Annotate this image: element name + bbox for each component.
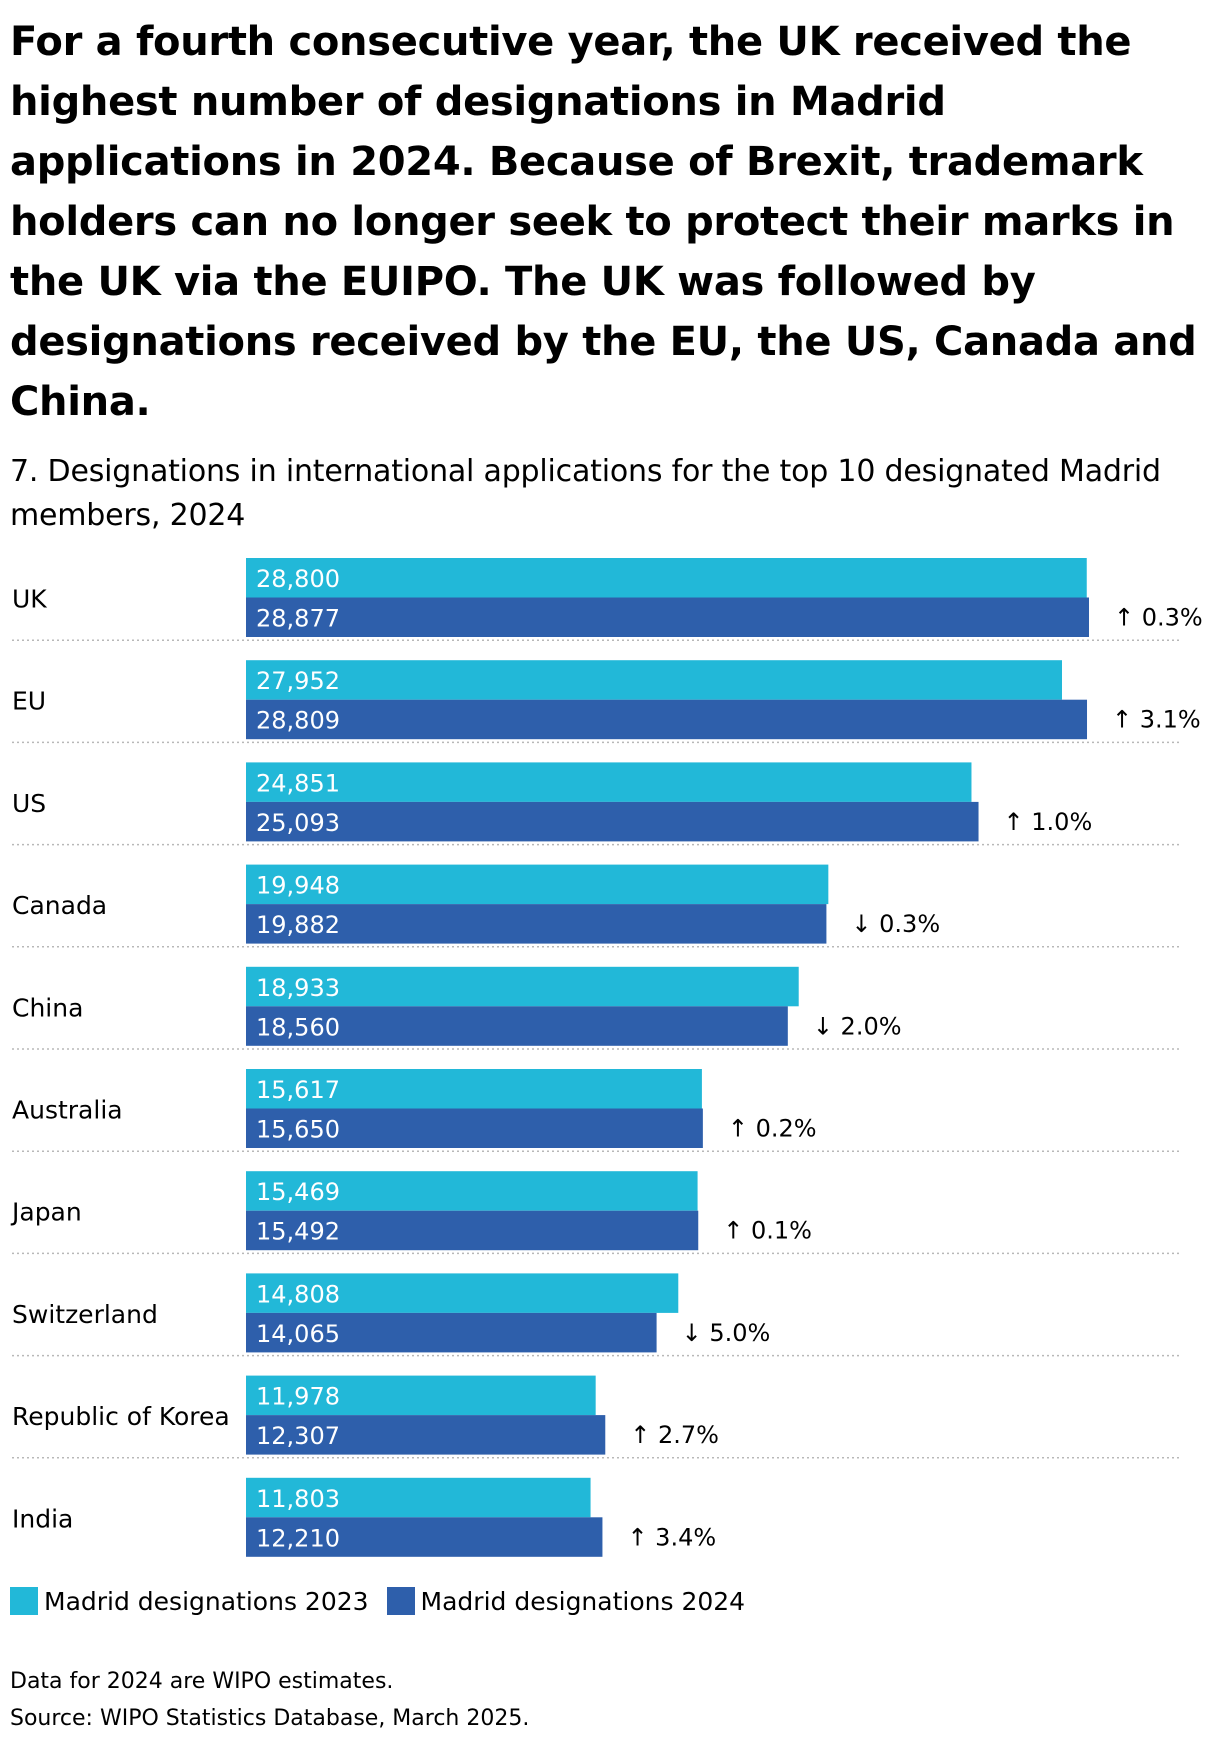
legend-item-2023[interactable]: Madrid designations 2023 bbox=[10, 1587, 369, 1616]
bar-2023-canada bbox=[246, 864, 829, 905]
bar-2023-switzerland bbox=[246, 1273, 679, 1313]
change-label-canada: ↓ 0.3% bbox=[851, 910, 940, 938]
bar-2024-us bbox=[246, 801, 979, 842]
change-label-switzerland: ↓ 5.0% bbox=[682, 1319, 771, 1347]
legend: Madrid designations 2023 Madrid designat… bbox=[10, 1584, 763, 1618]
footnotes: Data for 2024 are WIPO estimates. Source… bbox=[10, 1663, 529, 1737]
chart-title: 7. Designations in international applica… bbox=[10, 454, 1161, 533]
value-label-2023-india: 11,803 bbox=[256, 1485, 340, 1513]
category-label-eu: EU bbox=[12, 687, 46, 716]
bar-2023-australia bbox=[246, 1069, 702, 1109]
bar-chart: UK 28,800 28,877 ↑ 0.3% EU 27,952 28,809 ↑ 3.1%… bbox=[10, 558, 1203, 1557]
category-label-australia: Australia bbox=[12, 1096, 123, 1125]
change-label-uk: ↑ 0.3% bbox=[1114, 604, 1203, 632]
value-label-2023-eu: 27,952 bbox=[256, 667, 340, 695]
headline: For a fourth consecutive year, the UK re… bbox=[10, 19, 1197, 425]
bar-2023-india bbox=[246, 1477, 591, 1518]
value-label-2024-india: 12,210 bbox=[256, 1524, 340, 1552]
value-label-2023-australia: 15,617 bbox=[256, 1076, 340, 1104]
value-label-2024-canada: 19,882 bbox=[256, 911, 340, 939]
category-label-india: India bbox=[12, 1504, 73, 1533]
change-label-india: ↑ 3.4% bbox=[627, 1523, 716, 1551]
bar-2024-india bbox=[246, 1517, 603, 1557]
bar-2024-eu bbox=[246, 699, 1088, 740]
value-label-2024-eu: 28,809 bbox=[256, 707, 340, 735]
value-label-2023-us: 24,851 bbox=[256, 769, 340, 797]
value-label-2024-japan: 15,492 bbox=[256, 1218, 340, 1246]
bar-2023-uk bbox=[246, 558, 1087, 598]
value-label-2024-australia: 15,650 bbox=[256, 1116, 340, 1144]
category-label-canada: Canada bbox=[12, 891, 107, 920]
value-label-2023-japan: 15,469 bbox=[256, 1178, 340, 1206]
legend-label-2023: Madrid designations 2023 bbox=[44, 1586, 369, 1616]
change-label-republic-of-korea: ↑ 2.7% bbox=[630, 1421, 719, 1449]
bar-2023-china bbox=[246, 966, 799, 1007]
value-label-2024-uk: 28,877 bbox=[256, 605, 340, 633]
value-label-2023-republic-of-korea: 11,978 bbox=[256, 1383, 340, 1411]
legend-swatch-2023 bbox=[10, 1587, 38, 1615]
category-label-us: US bbox=[12, 789, 46, 818]
change-label-australia: ↑ 0.2% bbox=[728, 1115, 817, 1143]
value-label-2024-china: 18,560 bbox=[256, 1013, 340, 1041]
bar-2023-japan bbox=[246, 1171, 698, 1211]
bar-2024-switzerland bbox=[246, 1312, 657, 1353]
value-label-2023-uk: 28,800 bbox=[256, 565, 340, 593]
category-label-republic-of-korea: Republic of Korea bbox=[12, 1402, 230, 1431]
change-label-us: ↑ 1.0% bbox=[1004, 808, 1093, 836]
change-label-eu: ↑ 3.1% bbox=[1112, 706, 1201, 734]
bar-2023-eu bbox=[246, 660, 1062, 700]
category-label-switzerland: Switzerland bbox=[12, 1300, 158, 1329]
legend-swatch-2024 bbox=[386, 1587, 415, 1615]
value-label-2024-republic-of-korea: 12,307 bbox=[256, 1422, 340, 1450]
value-label-2024-switzerland: 14,065 bbox=[256, 1320, 340, 1348]
value-label-2023-canada: 19,948 bbox=[256, 872, 340, 900]
value-label-2023-china: 18,933 bbox=[256, 974, 340, 1002]
bar-2024-japan bbox=[246, 1210, 699, 1251]
category-label-china: China bbox=[12, 993, 83, 1022]
source-note: Source: WIPO Statistics Database, March … bbox=[10, 1706, 530, 1731]
bar-2024-australia bbox=[246, 1108, 703, 1148]
bar-2023-us bbox=[246, 762, 972, 802]
estimate-note: Data for 2024 are WIPO estimates. bbox=[10, 1669, 394, 1694]
value-label-2023-switzerland: 14,808 bbox=[256, 1280, 340, 1308]
legend-label-2024: Madrid designations 2024 bbox=[420, 1586, 746, 1616]
category-label-uk: UK bbox=[12, 585, 47, 614]
bar-2023-republic-of-korea bbox=[246, 1375, 596, 1416]
bar-2024-china bbox=[246, 1006, 788, 1046]
legend-item-2024[interactable]: Madrid designations 2024 bbox=[386, 1586, 746, 1616]
bar-2024-uk bbox=[246, 597, 1089, 637]
bar-2024-canada bbox=[246, 904, 827, 944]
change-label-japan: ↑ 0.1% bbox=[723, 1217, 812, 1245]
value-label-2024-us: 25,093 bbox=[256, 809, 340, 837]
bar-2024-republic-of-korea bbox=[246, 1415, 606, 1455]
category-label-japan: Japan bbox=[10, 1198, 82, 1227]
change-label-china: ↓ 2.0% bbox=[813, 1012, 902, 1040]
